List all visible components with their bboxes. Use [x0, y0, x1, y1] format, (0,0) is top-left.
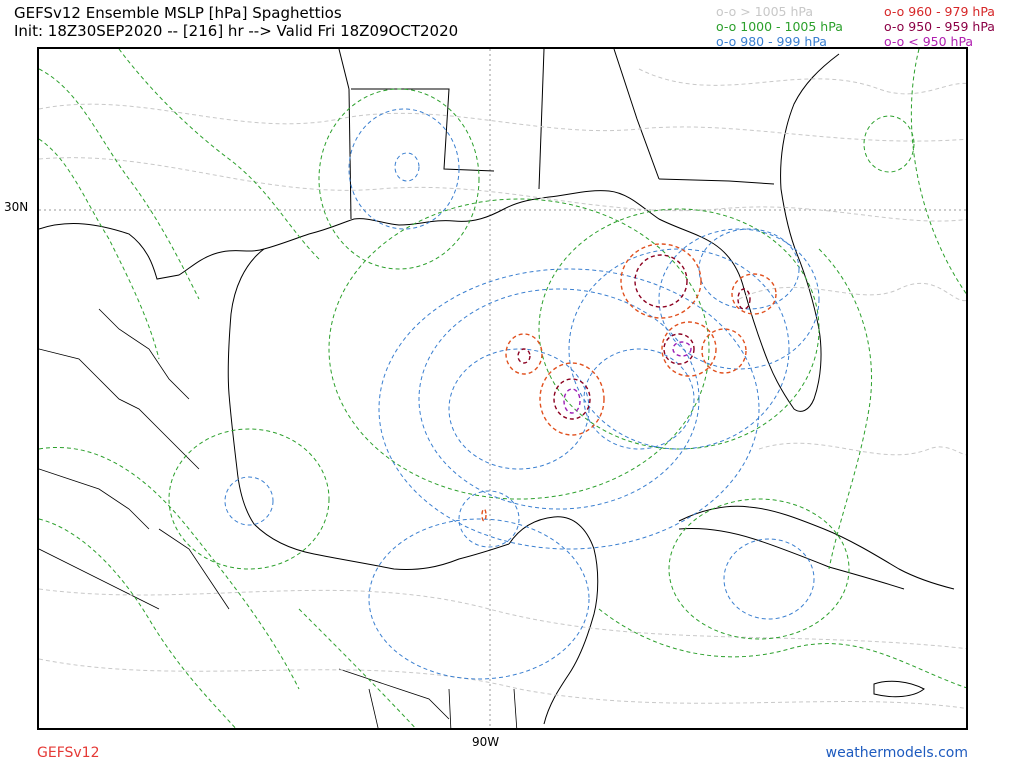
central-america-borders — [338, 668, 518, 728]
legend-left: o-o > 1005 hPa o-o 1000 - 1005 hPa o-o 9… — [716, 4, 843, 49]
contour-green-8 — [39, 138, 160, 360]
contour-grey-4 — [39, 658, 966, 709]
contour-green-6 — [668, 498, 850, 640]
contour-grey-6 — [758, 442, 966, 456]
jamaica-coast — [873, 680, 925, 698]
coastline-borders — [39, 49, 955, 728]
contour-blue-13 — [583, 348, 695, 450]
contour-red-5 — [701, 328, 747, 374]
contour-blue-8 — [458, 490, 520, 548]
footer-site-link[interactable]: weathermodels.com — [825, 745, 968, 761]
contour-green-9 — [118, 49, 320, 260]
footer-model-label: GEFSv12 — [37, 745, 100, 761]
legend-right: o-o 960 - 979 hPa o-o 950 - 959 hPa o-o … — [884, 4, 995, 49]
yucatan-coast — [508, 516, 599, 725]
legend-item-lt950: o-o < 950 hPa — [884, 34, 974, 49]
contour-darkred-2 — [553, 378, 591, 420]
contours-1000-1005 — [39, 49, 966, 728]
legend-item-1000-1005: o-o 1000 - 1005 hPa — [716, 19, 843, 34]
contour-red-7 — [481, 508, 487, 522]
mexico-gulf-coast — [227, 248, 510, 570]
ensemble-mslp-contours — [39, 49, 966, 728]
legend-item-950-959: o-o 950 - 959 hPa — [884, 19, 995, 34]
contour-grey-1 — [39, 103, 966, 142]
contours-gt1005 — [39, 68, 966, 709]
contour-green-2 — [328, 198, 710, 500]
state-border-ms-al — [538, 49, 545, 190]
contour-red-2 — [539, 362, 605, 436]
map-panel[interactable] — [37, 47, 968, 730]
contours-lt950 — [563, 341, 692, 414]
contour-green-14 — [598, 608, 966, 689]
legend-item-980-999: o-o 980 - 999 hPa — [716, 34, 827, 49]
contour-green-1 — [318, 88, 480, 270]
contour-grey-7 — [638, 68, 966, 95]
contour-darkred-3 — [663, 333, 695, 365]
contour-blue-4 — [418, 288, 700, 510]
contour-purple-2 — [672, 341, 692, 357]
contour-green-7 — [39, 68, 200, 300]
contour-green-11 — [39, 518, 237, 728]
state-border-tx-la — [348, 88, 352, 220]
legend-item-gt1005: o-o > 1005 hPa — [716, 4, 814, 19]
contour-blue-7 — [448, 348, 590, 470]
legend-item-960-979: o-o 960 - 979 hPa — [884, 4, 995, 19]
contour-blue-3 — [378, 268, 760, 550]
map-canvas — [39, 49, 966, 728]
contour-green-4 — [863, 115, 915, 173]
cuba-south-coast — [678, 528, 905, 590]
contours-960-979 — [481, 243, 777, 522]
contour-blue-10 — [723, 538, 815, 620]
contour-red-6 — [731, 273, 777, 315]
contour-grey-5 — [738, 282, 966, 302]
title-line-2: Init: 18Z30SEP2020 -- [216] hr --> Valid… — [14, 22, 459, 40]
contour-blue-11 — [368, 518, 590, 680]
contour-red-3 — [505, 333, 543, 375]
contour-blue-1 — [348, 108, 460, 230]
chart-title: GEFSv12 Ensemble MSLP [hPa] Spaghettios … — [14, 4, 458, 40]
graticule — [39, 49, 966, 728]
contour-grey-2 — [39, 157, 966, 222]
contour-darkred-4 — [517, 348, 531, 364]
contour-green-12 — [818, 248, 872, 570]
contour-blue-6 — [658, 228, 820, 370]
contour-green-5 — [168, 428, 330, 570]
contour-darkred-1 — [634, 254, 688, 308]
contour-green-15 — [298, 608, 416, 728]
us-gulf-coast — [39, 190, 715, 280]
contour-red-4 — [661, 321, 717, 377]
contour-darkred-5 — [737, 288, 751, 310]
state-border-la-ms — [351, 88, 495, 172]
contour-green-10 — [39, 447, 300, 690]
contour-green-3 — [538, 208, 820, 450]
contour-blue-2 — [394, 152, 420, 182]
contour-grey-3 — [39, 588, 966, 650]
florida-coast — [713, 53, 840, 412]
contours-950-959 — [517, 254, 751, 420]
state-border-al-ga — [613, 49, 660, 180]
contour-purple-1 — [563, 388, 581, 414]
contour-blue-5 — [568, 248, 790, 450]
contour-green-13 — [910, 49, 966, 295]
title-line-1: GEFSv12 Ensemble MSLP [hPa] Spaghettios — [14, 4, 342, 22]
contour-blue-9 — [224, 476, 274, 526]
state-border-ar — [338, 49, 350, 90]
mexico-states — [39, 308, 230, 610]
lon-label-90w: 90W — [472, 735, 500, 749]
cuba-coast — [678, 505, 955, 590]
state-border-fl-ga — [658, 178, 775, 185]
contour-red-1 — [620, 243, 702, 319]
contours-980-999 — [224, 108, 820, 680]
contour-blue-12 — [698, 228, 800, 310]
lat-label-30n: 30N — [4, 200, 29, 214]
